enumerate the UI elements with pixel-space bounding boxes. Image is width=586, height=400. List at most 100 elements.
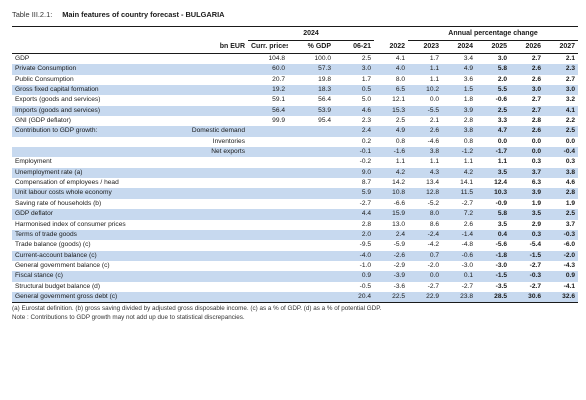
year-header-2026: 2026 bbox=[510, 40, 545, 54]
row-value: -9.5 bbox=[359, 241, 372, 249]
row-value: 2.0 bbox=[497, 75, 508, 83]
row-label: GDP bbox=[15, 55, 30, 62]
row-value: 2.7 bbox=[510, 105, 545, 117]
table-row: Exports (goods and services) 59.1 56.4 5.0 1… bbox=[12, 95, 578, 105]
row-value: 1.1 bbox=[395, 158, 406, 166]
row-value: 2.6 bbox=[531, 75, 542, 83]
row-value: 0.3 bbox=[510, 229, 545, 241]
row-sublabel bbox=[160, 261, 248, 271]
row-value: -0.6 bbox=[442, 250, 477, 261]
row-value: -2.7 bbox=[359, 199, 372, 207]
row-value: 0.0 bbox=[429, 96, 440, 104]
row-value: 8.7 bbox=[361, 179, 372, 187]
row-value: -5.4 bbox=[529, 241, 542, 249]
row-sublabel bbox=[160, 250, 248, 261]
row-value: -5.9 bbox=[393, 241, 406, 249]
table-notes: (a) Eurostat definition. (b) gross savin… bbox=[12, 305, 578, 322]
row-value: 4.4 bbox=[334, 209, 375, 220]
row-value bbox=[288, 137, 334, 147]
row-value bbox=[288, 282, 334, 292]
table-row: Structural budget balance (d) -0.5 -3.6 -2.… bbox=[12, 282, 578, 292]
table-row: GNI (GDP deflator) 99.9 95.4 2.3 2.5 2.1 2.8 3.… bbox=[12, 116, 578, 126]
row-value: 2.5 bbox=[544, 126, 579, 137]
row-value: 0.1 bbox=[442, 271, 477, 282]
row-value: 4.6 bbox=[334, 105, 375, 117]
row-value: 3.0 bbox=[510, 85, 545, 96]
row-value: -2.4 bbox=[408, 229, 443, 241]
row-value bbox=[248, 209, 288, 220]
row-value: -0.3 bbox=[510, 271, 545, 282]
table-row: Unit labour costs whole economy 5.9 10.8 12… bbox=[12, 188, 579, 199]
row-value: 11.5 bbox=[442, 188, 477, 199]
table-title: Main features of country forecast - BULG… bbox=[62, 10, 225, 19]
row-value: -1.5 bbox=[476, 271, 511, 282]
row-label: Terms of trade goods bbox=[12, 229, 160, 241]
row-value: 19.2 bbox=[248, 85, 288, 96]
annual-change-header: Annual percentage change bbox=[408, 27, 579, 41]
row-value: 2.2 bbox=[565, 117, 576, 125]
row-value: 2.1 bbox=[565, 55, 576, 62]
row-value: 0.8 bbox=[395, 137, 406, 145]
row-label: Contribution to GDP growth: bbox=[12, 126, 160, 137]
period-header-0621: 06-21 bbox=[334, 40, 375, 54]
row-value: 0.9 bbox=[544, 271, 579, 282]
row-value: 2.8 bbox=[531, 117, 542, 125]
row-value: 4.2 bbox=[374, 167, 409, 179]
table-row: Contribution to GDP growth: Domestic dema… bbox=[12, 126, 579, 137]
row-value: 5.8 bbox=[476, 209, 511, 220]
table-title-bar: Table III.2.1: Main features of country … bbox=[12, 10, 578, 27]
row-value: 15.3 bbox=[374, 105, 409, 117]
row-value: 2.6 bbox=[408, 126, 443, 137]
row-value: 95.4 bbox=[318, 117, 331, 125]
row-label: Fiscal stance (c) bbox=[12, 271, 160, 282]
row-value: -1.6 bbox=[374, 147, 409, 158]
row-value: 2.7 bbox=[531, 96, 542, 104]
row-value bbox=[288, 229, 334, 241]
row-value: 13.0 bbox=[392, 220, 406, 228]
row-value bbox=[288, 291, 334, 304]
forecast-table-panel: Table III.2.1: Main features of country … bbox=[12, 10, 579, 322]
row-sublabel bbox=[160, 209, 248, 220]
row-value: 4.3 bbox=[408, 167, 443, 179]
row-sublabel bbox=[160, 178, 248, 188]
row-value: -3.9 bbox=[374, 271, 409, 282]
row-value: 2.4 bbox=[334, 126, 375, 137]
year-header-2024: 2024 bbox=[442, 40, 477, 54]
row-value: 1.7 bbox=[361, 75, 372, 83]
row-value: 1.9 bbox=[531, 199, 542, 207]
row-value bbox=[288, 126, 334, 137]
row-value: 59.1 bbox=[272, 96, 285, 104]
header-row-1: 2024 Annual percentage change bbox=[12, 27, 579, 41]
table-number: Table III.2.1: bbox=[12, 10, 53, 19]
row-value: -2.7 bbox=[427, 282, 440, 290]
row-value: 100.0 bbox=[314, 55, 331, 62]
row-value: -4.2 bbox=[427, 241, 440, 249]
row-value: 0.8 bbox=[463, 137, 474, 145]
row-value: -0.2 bbox=[359, 158, 372, 166]
row-label: Private Consumption bbox=[12, 64, 160, 75]
row-value: 22.5 bbox=[374, 291, 409, 304]
row-value: 6.3 bbox=[531, 179, 542, 187]
units-header: bn EUR bbox=[160, 40, 248, 54]
row-value: -4.0 bbox=[334, 250, 375, 261]
row-value bbox=[248, 188, 288, 199]
row-value: 3.5 bbox=[497, 220, 508, 228]
row-value: -0.9 bbox=[495, 199, 508, 207]
row-value: -2.6 bbox=[374, 250, 409, 261]
row-value: 4.0 bbox=[374, 64, 409, 75]
row-sublabel bbox=[160, 271, 248, 282]
row-value: 56.4 bbox=[318, 96, 331, 104]
row-value: 2.5 bbox=[544, 209, 579, 220]
row-value: 2.8 bbox=[463, 117, 474, 125]
row-value bbox=[248, 229, 288, 241]
row-value: 2.3 bbox=[361, 117, 372, 125]
row-value: -2.7 bbox=[461, 199, 474, 207]
year-header-2025: 2025 bbox=[476, 40, 511, 54]
row-sublabel bbox=[160, 199, 248, 209]
row-value: 15.9 bbox=[374, 209, 409, 220]
row-value: 12.8 bbox=[408, 188, 443, 199]
row-value: 23.8 bbox=[442, 291, 477, 304]
row-value: 8.0 bbox=[408, 209, 443, 220]
row-value: -5.5 bbox=[408, 105, 443, 117]
row-value bbox=[248, 220, 288, 230]
